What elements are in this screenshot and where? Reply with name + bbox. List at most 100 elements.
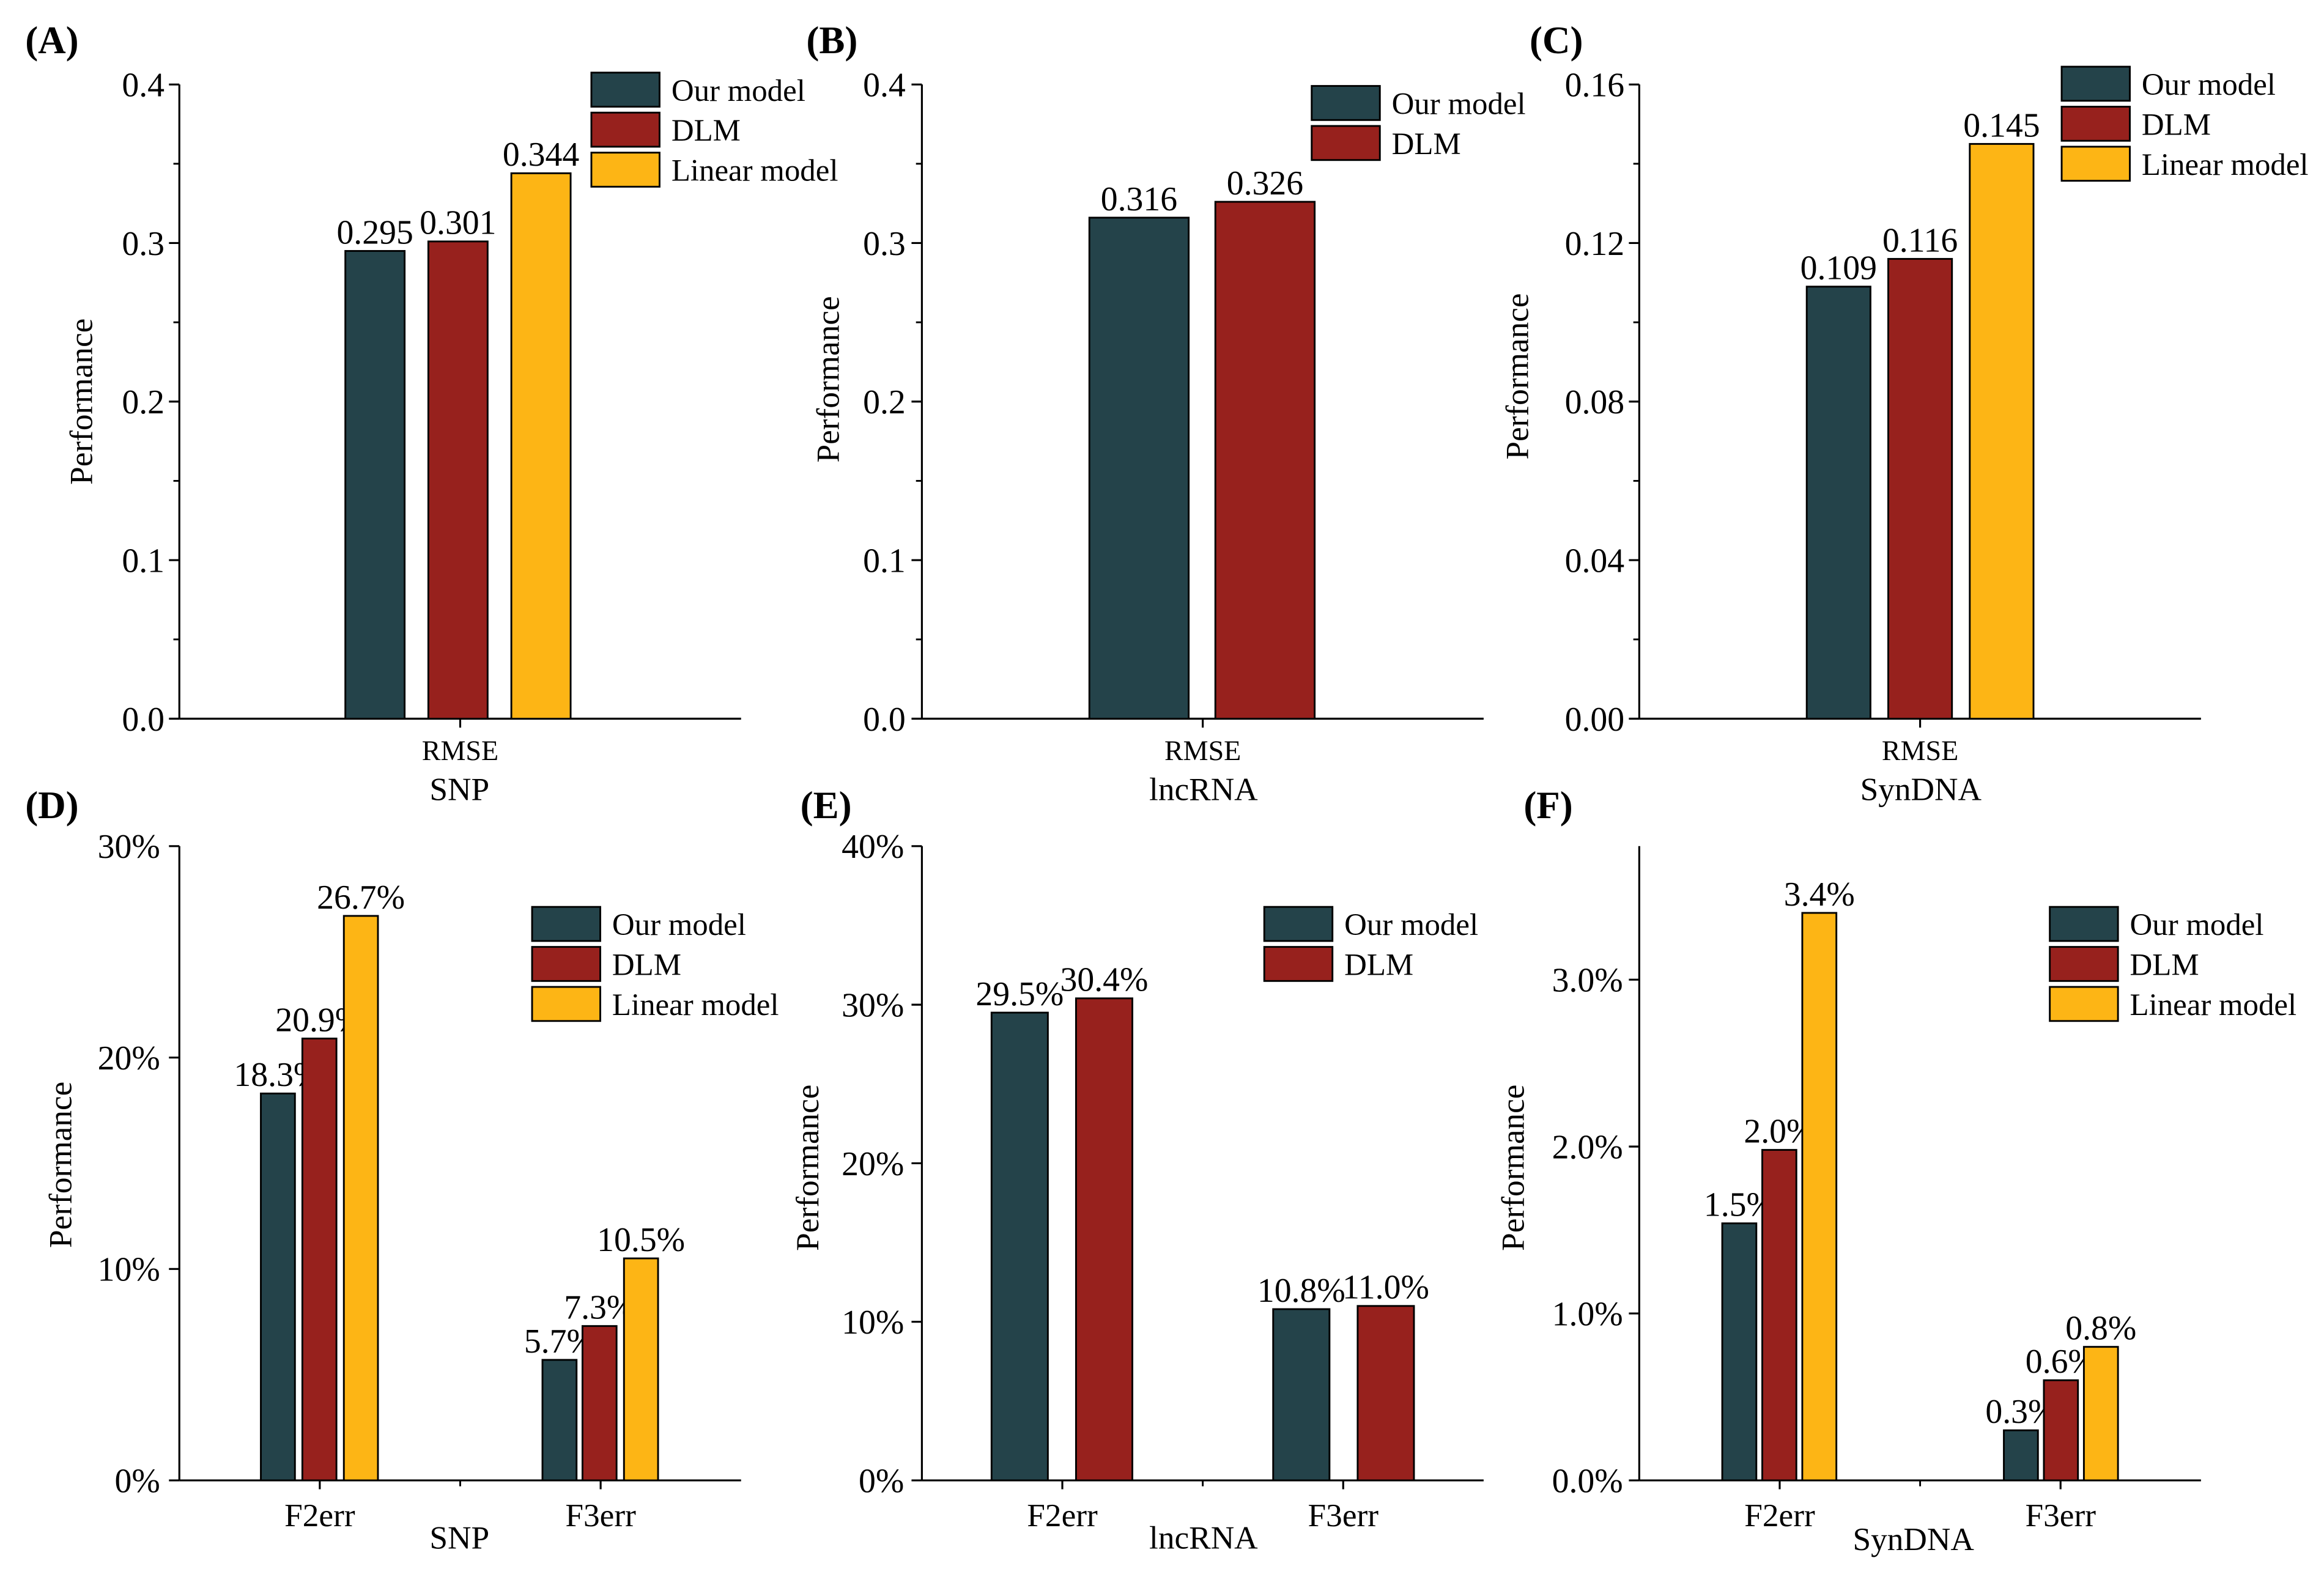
- bar-value-label: 0.301: [420, 204, 496, 242]
- legend-label: DLM: [2130, 948, 2199, 983]
- x-axis-title: SynDNA: [1852, 1521, 1974, 1557]
- legend-label: Linear model: [2130, 988, 2297, 1022]
- bar-value-label: 11.0%: [1342, 1269, 1429, 1307]
- legend-swatch-dlm: [2060, 106, 2131, 142]
- y-tick-label: 0.4: [863, 67, 906, 105]
- panel-label: (D): [25, 784, 78, 827]
- y-tick-label: 0.0: [863, 701, 906, 739]
- y-tick-label: 40%: [842, 828, 904, 866]
- x-category-label: RMSE: [1164, 735, 1241, 766]
- legend-swatch-our-model: [2049, 906, 2119, 942]
- y-axis-title: Performance: [62, 319, 99, 485]
- bar-value-label: 0.326: [1227, 164, 1303, 202]
- y-tick-label: 30%: [98, 828, 160, 866]
- x-category-label: F3err: [1308, 1497, 1379, 1534]
- y-tick-label: 0.16: [1565, 67, 1625, 105]
- legend-swatch-our-model: [590, 72, 661, 108]
- legend-label: Our model: [1392, 87, 1526, 122]
- y-axis-title: Performance: [789, 1085, 826, 1251]
- bar-value-label: 0.344: [503, 136, 579, 174]
- y-tick-label: 0.04: [1565, 542, 1625, 580]
- x-category-label: RMSE: [422, 735, 498, 766]
- legend-swatch-dlm: [590, 111, 661, 148]
- bar-our-model-f3err: [1272, 1308, 1331, 1482]
- x-axis-title: SynDNA: [1860, 771, 1982, 808]
- bar-our-model-rmse: [1088, 216, 1190, 720]
- y-tick-label: 10%: [98, 1251, 160, 1289]
- legend-swatch-linear-model: [590, 152, 661, 188]
- legend-label: DLM: [2142, 108, 2211, 142]
- bar-dlm-rmse: [1214, 201, 1316, 720]
- legend-swatch-dlm: [1263, 946, 1334, 982]
- panel-label: (B): [806, 19, 857, 62]
- y-tick-label: 20%: [98, 1039, 160, 1077]
- legend-swatch-dlm: [1311, 125, 1381, 161]
- bar-value-label: 10.5%: [597, 1221, 685, 1259]
- bar-linear-model-f2err: [1801, 912, 1838, 1482]
- y-tick-label: 3.0%: [1552, 962, 1623, 1000]
- y-tick-label: 0.0: [122, 701, 165, 739]
- legend: Our model DLM Linear model: [531, 906, 779, 1022]
- legend-swatch-linear-model: [531, 986, 601, 1022]
- legend: Our model DLM Linear model: [2049, 906, 2297, 1022]
- y-tick-label: 2.0%: [1552, 1129, 1623, 1167]
- bar-value-label: 0.8%: [2065, 1310, 2136, 1348]
- bar-our-model-rmse: [1805, 286, 1871, 720]
- bar-dlm-f3err: [581, 1325, 618, 1482]
- y-tick-label: 0.08: [1565, 383, 1625, 421]
- legend-swatch-our-model: [2060, 65, 2131, 102]
- bar-dlm-rmse: [427, 240, 489, 720]
- bar-value-label: 0.295: [336, 213, 413, 251]
- y-tick-label: 0%: [114, 1462, 160, 1500]
- bar-value-label: 0.145: [1963, 106, 2040, 144]
- y-tick-label: 0.1: [122, 542, 165, 580]
- bar-value-label: 29.5%: [975, 975, 1064, 1013]
- x-category-label: F2err: [1027, 1497, 1098, 1534]
- legend-label: Our model: [2130, 908, 2264, 942]
- y-tick-label: 20%: [842, 1145, 904, 1183]
- bar-linear-model-f2err: [342, 915, 379, 1482]
- bar-dlm-f2err: [301, 1037, 338, 1482]
- legend-label: Linear model: [2142, 148, 2309, 182]
- bar-value-label: 0.116: [1882, 221, 1958, 259]
- panel-label: (C): [1530, 19, 1583, 62]
- x-category-label: F2err: [284, 1497, 355, 1534]
- x-category-label: F3err: [565, 1497, 636, 1534]
- bar-dlm-f3err: [2043, 1379, 2079, 1482]
- x-category-label: RMSE: [1882, 735, 1958, 766]
- y-tick-label: 30%: [842, 987, 904, 1025]
- y-axis-title: Performance: [42, 1082, 78, 1248]
- y-tick-label: 0.1: [863, 542, 906, 580]
- legend-swatch-our-model: [531, 906, 601, 942]
- y-tick-label: 1.0%: [1552, 1295, 1623, 1333]
- panel-label: (F): [1523, 784, 1572, 827]
- bar-linear-model-f3err: [623, 1257, 659, 1482]
- x-axis-title: SNP: [429, 771, 489, 808]
- bar-our-model-f2err: [990, 1011, 1049, 1482]
- legend-swatch-our-model: [1263, 906, 1334, 942]
- legend-swatch-linear-model: [2060, 146, 2131, 182]
- y-tick-label: 0.4: [122, 67, 165, 105]
- bar-our-model-f3err: [2003, 1429, 2039, 1482]
- y-tick-label: 0.2: [863, 383, 906, 421]
- bar-linear-model-rmse: [510, 172, 572, 720]
- bar-our-model-rmse: [344, 249, 406, 720]
- y-axis-title: Performance: [1499, 293, 1536, 459]
- chart-panel-f: (F)0.0%1.0%2.0%3.0%1.5%2.0%3.4%F2err0.3%…: [1494, 784, 2296, 1557]
- legend: Our model DLM Linear model: [2060, 65, 2309, 182]
- legend-label: DLM: [1344, 948, 1413, 983]
- bar-dlm-rmse: [1887, 257, 1953, 720]
- legend: Our model DLM: [1311, 85, 1526, 161]
- panel-label: (A): [25, 19, 78, 62]
- bar-value-label: 26.7%: [317, 879, 405, 917]
- bar-dlm-f3err: [1356, 1305, 1415, 1482]
- legend-label: Linear model: [612, 988, 779, 1022]
- bar-our-model-f2err: [260, 1092, 296, 1482]
- bar-our-model-f3err: [541, 1359, 578, 1482]
- bar-value-label: 0.316: [1101, 180, 1177, 218]
- x-axis-title: lncRNA: [1149, 771, 1258, 808]
- bar-dlm-f2err: [1761, 1149, 1797, 1482]
- y-tick-label: 10%: [842, 1304, 904, 1342]
- bar-our-model-f2err: [1721, 1222, 1758, 1482]
